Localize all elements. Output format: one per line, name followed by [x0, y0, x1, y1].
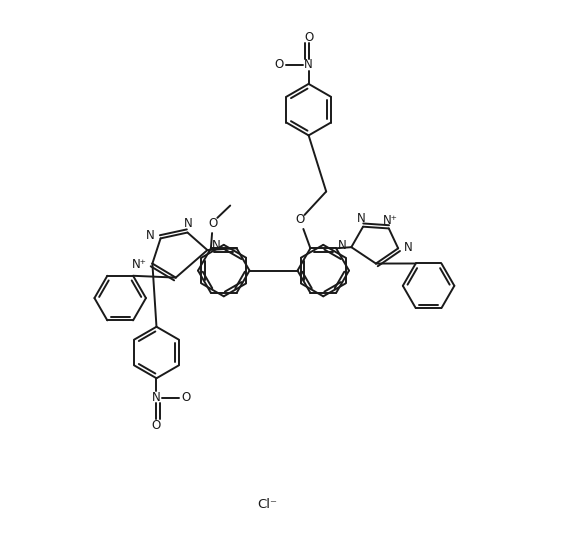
Text: O: O [208, 217, 218, 230]
Text: O: O [304, 31, 313, 44]
Text: N: N [338, 240, 346, 253]
Text: N: N [304, 58, 313, 71]
Text: N: N [405, 241, 413, 254]
Text: N: N [212, 239, 220, 252]
Text: N: N [146, 229, 155, 242]
Text: N: N [184, 217, 193, 230]
Text: N⁺: N⁺ [383, 214, 397, 227]
Text: Cl⁻: Cl⁻ [258, 498, 278, 511]
Text: N⁺: N⁺ [132, 258, 147, 271]
Text: O: O [275, 58, 284, 71]
Text: N: N [357, 212, 366, 225]
Text: N: N [152, 391, 161, 404]
Text: O: O [181, 391, 191, 404]
Text: O: O [295, 213, 305, 225]
Text: O: O [152, 418, 161, 432]
